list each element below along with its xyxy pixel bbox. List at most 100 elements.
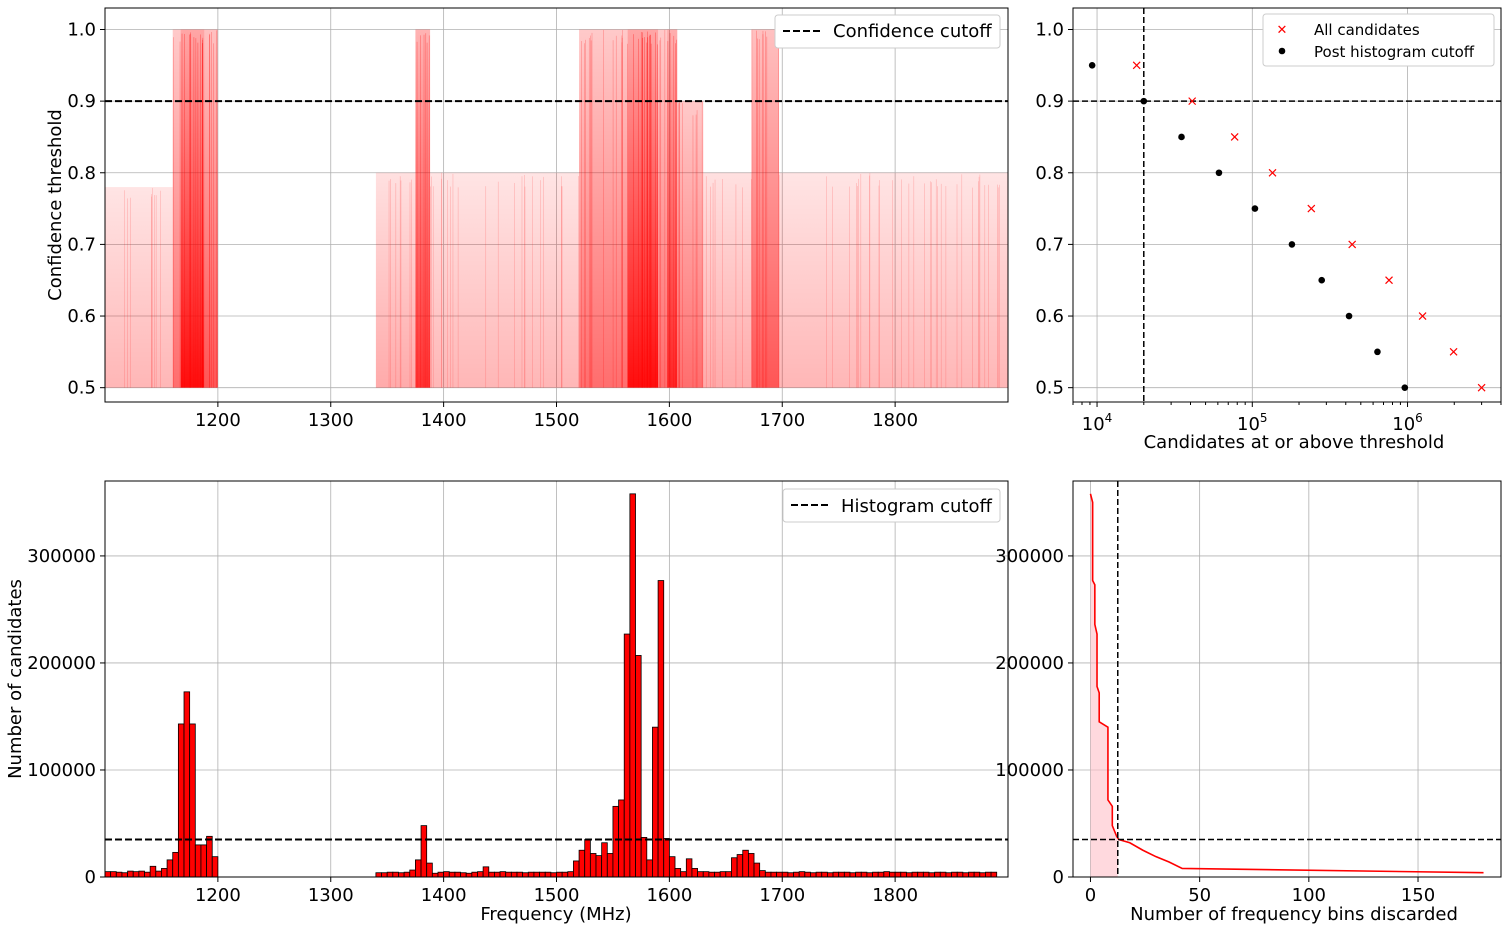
scatter-density-band — [204, 29, 218, 388]
histogram-bar — [556, 871, 563, 877]
all-candidates-point — [1230, 133, 1239, 141]
x-tick-label: 1800 — [872, 410, 918, 431]
threshold-legend-box — [1262, 13, 1495, 67]
histogram-bar — [115, 871, 123, 877]
histogram-bar — [906, 872, 913, 877]
histogram-bar — [392, 871, 399, 877]
histogram-bar — [527, 871, 535, 877]
x-tick-label: 1500 — [534, 885, 580, 906]
x-tick-label: 1700 — [759, 410, 805, 431]
histogram-bar — [855, 871, 862, 877]
scatter-density-band — [415, 29, 431, 388]
histogram-bar — [460, 872, 467, 877]
all-candidates-point — [1449, 347, 1458, 356]
legend-all-candidates-label: All candidates — [1314, 21, 1420, 39]
x-tick-label: 1200 — [195, 410, 241, 431]
histogram-bar — [601, 842, 608, 877]
histogram-bar — [635, 655, 642, 877]
histogram-bar — [127, 870, 134, 877]
all-candidates-point — [1132, 61, 1141, 70]
all-candidates-point — [1385, 276, 1393, 285]
histogram-bar — [448, 871, 456, 877]
histogram-bar — [877, 871, 885, 877]
y-tick-label: 0.6 — [1035, 306, 1064, 327]
histogram-bar — [161, 868, 168, 877]
histogram-bar — [731, 857, 738, 877]
histogram-bar — [516, 871, 524, 877]
x-tick-label: 1300 — [308, 885, 354, 906]
scatter-density-band — [105, 187, 173, 388]
histogram-bar — [623, 633, 631, 877]
post-cutoff-point — [1374, 348, 1381, 356]
histogram-bar — [144, 871, 151, 877]
y-tick-label: 0.7 — [1035, 234, 1064, 255]
legend-all-candidates-marker: ✕ — [1277, 23, 1288, 38]
histogram-bar — [166, 859, 174, 877]
y-tick-label: 0.7 — [67, 234, 96, 255]
histogram-bar — [951, 871, 958, 877]
histogram-bar — [431, 872, 439, 877]
y-tick-label: 0 — [1053, 867, 1064, 888]
y-tick-label: 0.9 — [67, 91, 96, 112]
x-tick-label: 1600 — [646, 885, 692, 906]
histogram-bar — [956, 871, 964, 877]
x-tick-label: 1400 — [421, 410, 467, 431]
histogram-bar — [747, 853, 755, 877]
histogram-bar — [691, 868, 698, 877]
histogram-bar — [781, 871, 789, 877]
y-tick-label: 0.6 — [67, 306, 96, 327]
all-candidates-point — [1477, 383, 1486, 392]
histogram-bar — [183, 691, 191, 877]
scatter-legend-label: Confidence cutoff — [833, 21, 992, 42]
histogram-bar — [742, 849, 749, 877]
scatter-legend-box — [774, 14, 1001, 49]
y-tick-label: 100000 — [27, 760, 96, 781]
histogram-bar — [110, 871, 117, 877]
histogram-bar — [894, 871, 902, 877]
threshold-reference-lines — [1073, 8, 1501, 402]
histogram-bar — [375, 872, 382, 877]
histogram-bar — [539, 871, 546, 877]
x-tick-label: 106 — [1392, 411, 1423, 435]
threshold-grid — [1073, 8, 1501, 402]
threshold-points — [1088, 61, 1486, 392]
y-tick-label: 0.9 — [1035, 91, 1064, 112]
histogram-bar — [386, 871, 394, 877]
histogram-bar — [505, 871, 512, 877]
histogram-bar — [533, 871, 540, 877]
histogram-bar — [510, 871, 518, 877]
y-tick-label: 100000 — [995, 760, 1064, 781]
scatter-frequency-confidence-panel: 1200 1300 1400 1500 1600 1700 1800 0.5 0.6 0.7 0.8… — [45, 7, 1009, 431]
threshold-axes-frame — [1072, 7, 1502, 403]
x-tick-label: 105 — [1237, 411, 1268, 435]
histogram-bar — [815, 871, 823, 877]
histogram-bar — [398, 872, 405, 877]
histogram-bar — [420, 825, 428, 877]
threshold-x-axis-label: Candidates at or above threshold — [1144, 432, 1445, 453]
scatter-y-axis-label: Confidence threshold — [45, 109, 66, 301]
x-tick-label: 104 — [1082, 411, 1113, 435]
histogram-bar — [753, 862, 761, 877]
histogram-bar — [211, 856, 219, 877]
x-tick-label: 0 — [1085, 885, 1096, 906]
histogram-bar — [595, 855, 603, 877]
histogram-bar — [883, 871, 890, 877]
histogram-bar — [437, 871, 445, 877]
all-candidates-point — [1418, 312, 1427, 320]
histogram-bar — [973, 871, 981, 877]
bins-curve — [1089, 493, 1484, 877]
all-candidates-point — [1268, 168, 1277, 177]
x-tick-label: 1200 — [195, 885, 241, 906]
histogram-bar — [606, 853, 614, 877]
all-candidates-point — [1307, 204, 1316, 213]
scatter-density-band — [677, 101, 704, 388]
histogram-bar — [403, 871, 411, 877]
discarded-area-fill — [1090, 493, 1118, 877]
histogram-bar — [194, 844, 202, 877]
histogram-bar — [652, 726, 659, 877]
histogram-bar — [810, 872, 817, 877]
post-cutoff-point — [1401, 384, 1409, 391]
histogram-bar — [798, 871, 806, 877]
bins-axes-frame — [1072, 480, 1502, 878]
post-cutoff-point — [1178, 133, 1185, 141]
